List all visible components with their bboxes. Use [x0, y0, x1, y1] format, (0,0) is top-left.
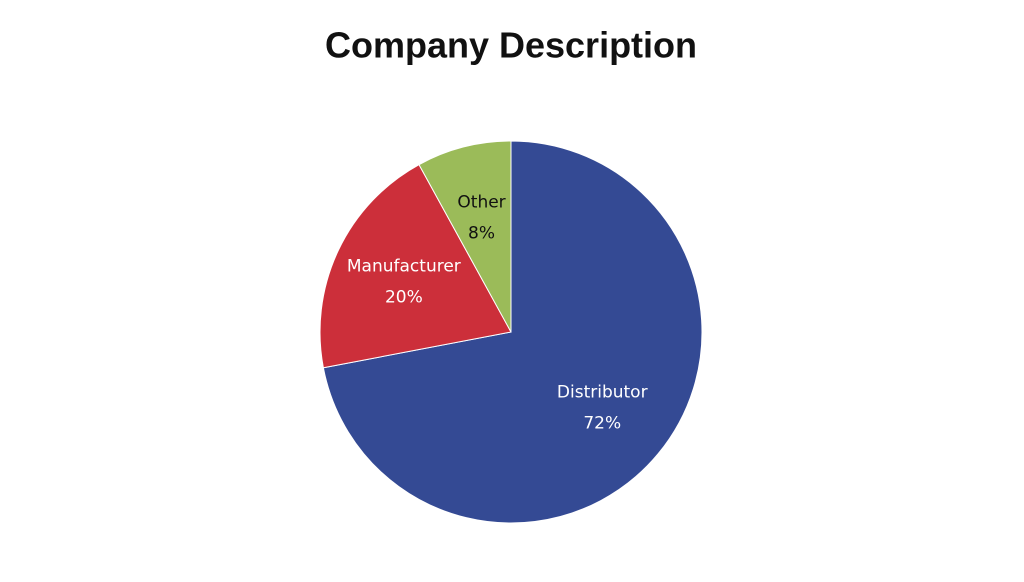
pie-slice: [322, 140, 703, 524]
slice-value-label: 20%: [385, 288, 423, 308]
slice-label: Other: [457, 192, 505, 212]
slice-value-label: 72%: [583, 413, 621, 433]
slice-label: Manufacturer: [347, 257, 461, 277]
slice-value-label: 8%: [468, 223, 495, 243]
slice-label: Distributor: [557, 382, 648, 402]
pie-slice: [418, 140, 512, 333]
pie-slice: [319, 163, 512, 369]
chart-title: Company Description: [325, 25, 697, 66]
